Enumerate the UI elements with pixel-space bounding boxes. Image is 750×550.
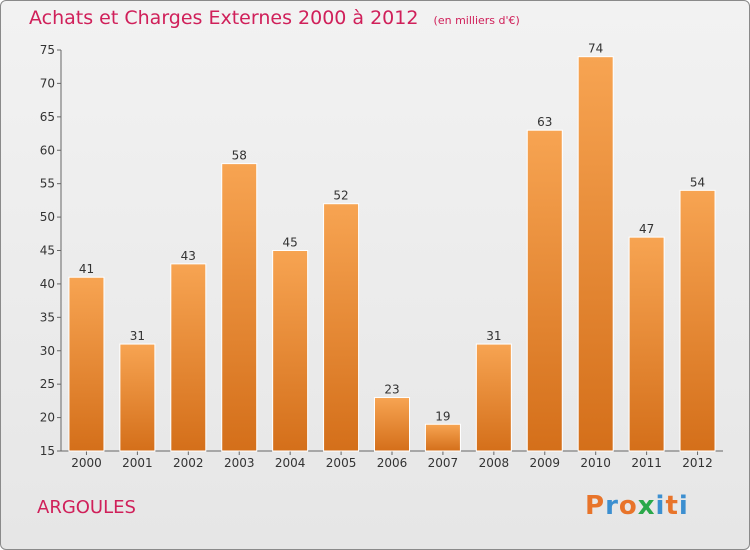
y-tick-label: 45 bbox=[40, 244, 55, 258]
bar-value-label: 63 bbox=[537, 115, 552, 129]
logo-letter: P bbox=[585, 491, 606, 521]
logo-letter: t bbox=[665, 491, 679, 521]
bar bbox=[374, 397, 410, 452]
bar-value-label: 74 bbox=[588, 42, 603, 56]
place-name: ARGOULES bbox=[37, 497, 136, 518]
bar bbox=[323, 203, 360, 452]
y-tick-label: 60 bbox=[40, 143, 55, 157]
bar-value-label: 43 bbox=[181, 249, 196, 263]
bar-value-label: 31 bbox=[130, 329, 145, 343]
x-tick-label: 2000 bbox=[71, 456, 102, 470]
logo-letter: i bbox=[678, 491, 689, 521]
x-tick-label: 2010 bbox=[580, 456, 611, 470]
x-tick-label: 2008 bbox=[479, 456, 510, 470]
bar bbox=[68, 276, 105, 452]
y-tick-label: 75 bbox=[40, 43, 55, 57]
x-tick-label: 2005 bbox=[326, 456, 357, 470]
bar bbox=[628, 236, 665, 452]
bar bbox=[272, 250, 309, 452]
x-tick-label: 2011 bbox=[631, 456, 662, 470]
bars: 41 31 43 58 45 52 23 19 31 63 74 47 54 bbox=[68, 42, 716, 452]
y-tick-label: 30 bbox=[40, 344, 55, 358]
proxiti-logo: Proxiti bbox=[585, 491, 689, 521]
bar-value-label: 31 bbox=[486, 329, 501, 343]
y-tick-label: 50 bbox=[40, 210, 55, 224]
y-tick-label: 70 bbox=[40, 76, 55, 90]
x-tick-label: 2009 bbox=[529, 456, 560, 470]
bar-value-label: 52 bbox=[333, 189, 348, 203]
logo-letter: r bbox=[605, 491, 619, 521]
bar bbox=[221, 163, 258, 452]
x-tick-label: 2006 bbox=[377, 456, 408, 470]
chart-subtitle: (en milliers d'€) bbox=[433, 14, 520, 27]
y-tick-label: 35 bbox=[40, 310, 55, 324]
bar-value-label: 23 bbox=[384, 383, 399, 397]
x-tick-label: 2003 bbox=[224, 456, 255, 470]
bar bbox=[526, 129, 563, 452]
y-tick-label: 25 bbox=[40, 377, 55, 391]
bar bbox=[119, 343, 156, 452]
logo-letter: o bbox=[618, 491, 638, 521]
bar bbox=[424, 423, 461, 452]
bar-value-label: 45 bbox=[283, 236, 298, 250]
bar bbox=[679, 189, 716, 452]
bar-value-label: 19 bbox=[435, 409, 450, 423]
x-tick-label: 2001 bbox=[122, 456, 153, 470]
y-tick-label: 40 bbox=[40, 277, 55, 291]
chart-title: Achats et Charges Externes 2000 à 2012 bbox=[29, 7, 419, 29]
y-tick-label: 20 bbox=[40, 411, 55, 425]
x-tick-label: 2004 bbox=[275, 456, 306, 470]
logo-letter: i bbox=[655, 491, 666, 521]
bar-value-label: 58 bbox=[232, 149, 247, 163]
bar bbox=[577, 56, 614, 452]
y-tick-label: 55 bbox=[40, 177, 55, 191]
x-tick-label: 2002 bbox=[173, 456, 204, 470]
bar-value-label: 47 bbox=[639, 222, 654, 236]
bar bbox=[475, 343, 512, 452]
y-tick-label: 15 bbox=[40, 444, 55, 458]
y-tick-label: 65 bbox=[40, 110, 55, 124]
logo-letter: x bbox=[637, 491, 656, 521]
bar-value-label: 41 bbox=[79, 262, 94, 276]
x-tick-label: 2012 bbox=[682, 456, 713, 470]
bar-value-label: 54 bbox=[690, 175, 705, 189]
title-row: Achats et Charges Externes 2000 à 2012 (… bbox=[29, 7, 520, 29]
bar bbox=[170, 263, 207, 452]
x-tick-label: 2007 bbox=[428, 456, 459, 470]
